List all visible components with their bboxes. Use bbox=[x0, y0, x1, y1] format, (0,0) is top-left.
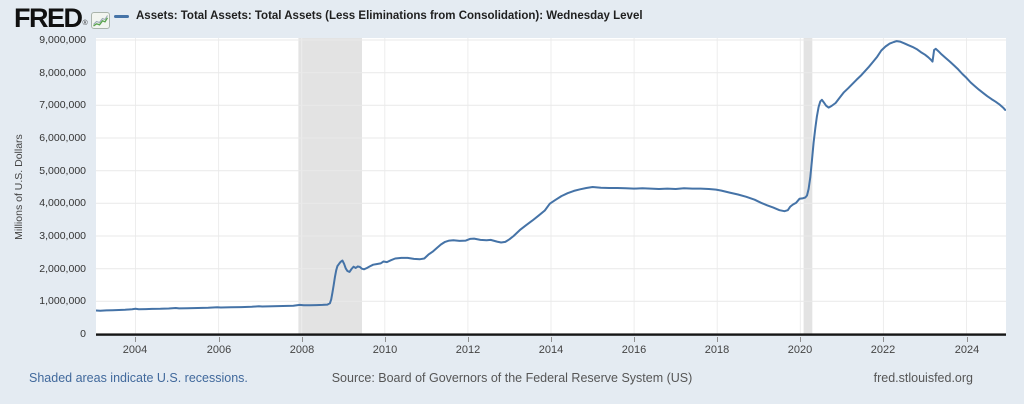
y-tick-label: 6,000,000 bbox=[39, 132, 86, 144]
x-tick-label: 2020 bbox=[787, 344, 813, 356]
plot-svg[interactable] bbox=[96, 38, 1006, 337]
recessions-note-link[interactable]: Shaded areas indicate U.S. recessions. bbox=[29, 371, 248, 385]
x-tick-label: 2008 bbox=[289, 344, 315, 356]
y-tick-label: 2,000,000 bbox=[39, 263, 86, 275]
x-tick-mark bbox=[883, 337, 884, 342]
x-tick-mark bbox=[800, 337, 801, 342]
x-tick-mark bbox=[302, 337, 303, 342]
x-tick-mark bbox=[468, 337, 469, 342]
y-tick-label: 4,000,000 bbox=[39, 197, 86, 209]
x-tick-mark bbox=[385, 337, 386, 342]
x-tick-mark bbox=[717, 337, 718, 342]
x-tick-label: 2012 bbox=[455, 344, 481, 356]
registered-trademark: ® bbox=[82, 20, 88, 27]
x-tick-label: 2004 bbox=[122, 344, 148, 356]
x-tick-label: 2018 bbox=[704, 344, 730, 356]
y-tick-label: 0 bbox=[80, 328, 86, 340]
x-tick-label: 2022 bbox=[870, 344, 896, 356]
y-tick-label: 3,000,000 bbox=[39, 230, 86, 242]
fred-site-link[interactable]: fred.stlouisfed.org bbox=[873, 371, 973, 385]
chart-legend: Assets: Total Assets: Total Assets (Less… bbox=[114, 10, 643, 22]
fred-sparkline-icon bbox=[90, 12, 110, 34]
x-tick-label: 2006 bbox=[206, 344, 232, 356]
fred-logo[interactable]: FRED ® bbox=[14, 3, 110, 34]
fred-logo-text: FRED bbox=[14, 3, 83, 33]
y-tick-label: 5,000,000 bbox=[39, 165, 86, 177]
y-tick-label: 8,000,000 bbox=[39, 67, 86, 79]
x-tick-label: 2010 bbox=[372, 344, 398, 356]
x-tick-label: 2016 bbox=[621, 344, 647, 356]
legend-series-label: Assets: Total Assets: Total Assets (Less… bbox=[136, 10, 643, 22]
y-tick-label: 7,000,000 bbox=[39, 99, 86, 111]
x-tick-mark bbox=[219, 337, 220, 342]
x-tick-mark bbox=[135, 337, 136, 342]
x-tick-label: 2014 bbox=[538, 344, 564, 356]
y-tick-label: 1,000,000 bbox=[39, 295, 86, 307]
x-tick-mark bbox=[967, 337, 968, 342]
x-tick-mark bbox=[634, 337, 635, 342]
x-tick-label: 2024 bbox=[954, 344, 980, 356]
y-tick-label: 9,000,000 bbox=[39, 34, 86, 46]
y-axis-title: Millions of U.S. Dollars bbox=[13, 134, 25, 240]
source-attribution: Source: Board of Governors of the Federa… bbox=[331, 371, 693, 385]
legend-line-swatch bbox=[114, 14, 129, 18]
x-tick-mark bbox=[551, 337, 552, 342]
